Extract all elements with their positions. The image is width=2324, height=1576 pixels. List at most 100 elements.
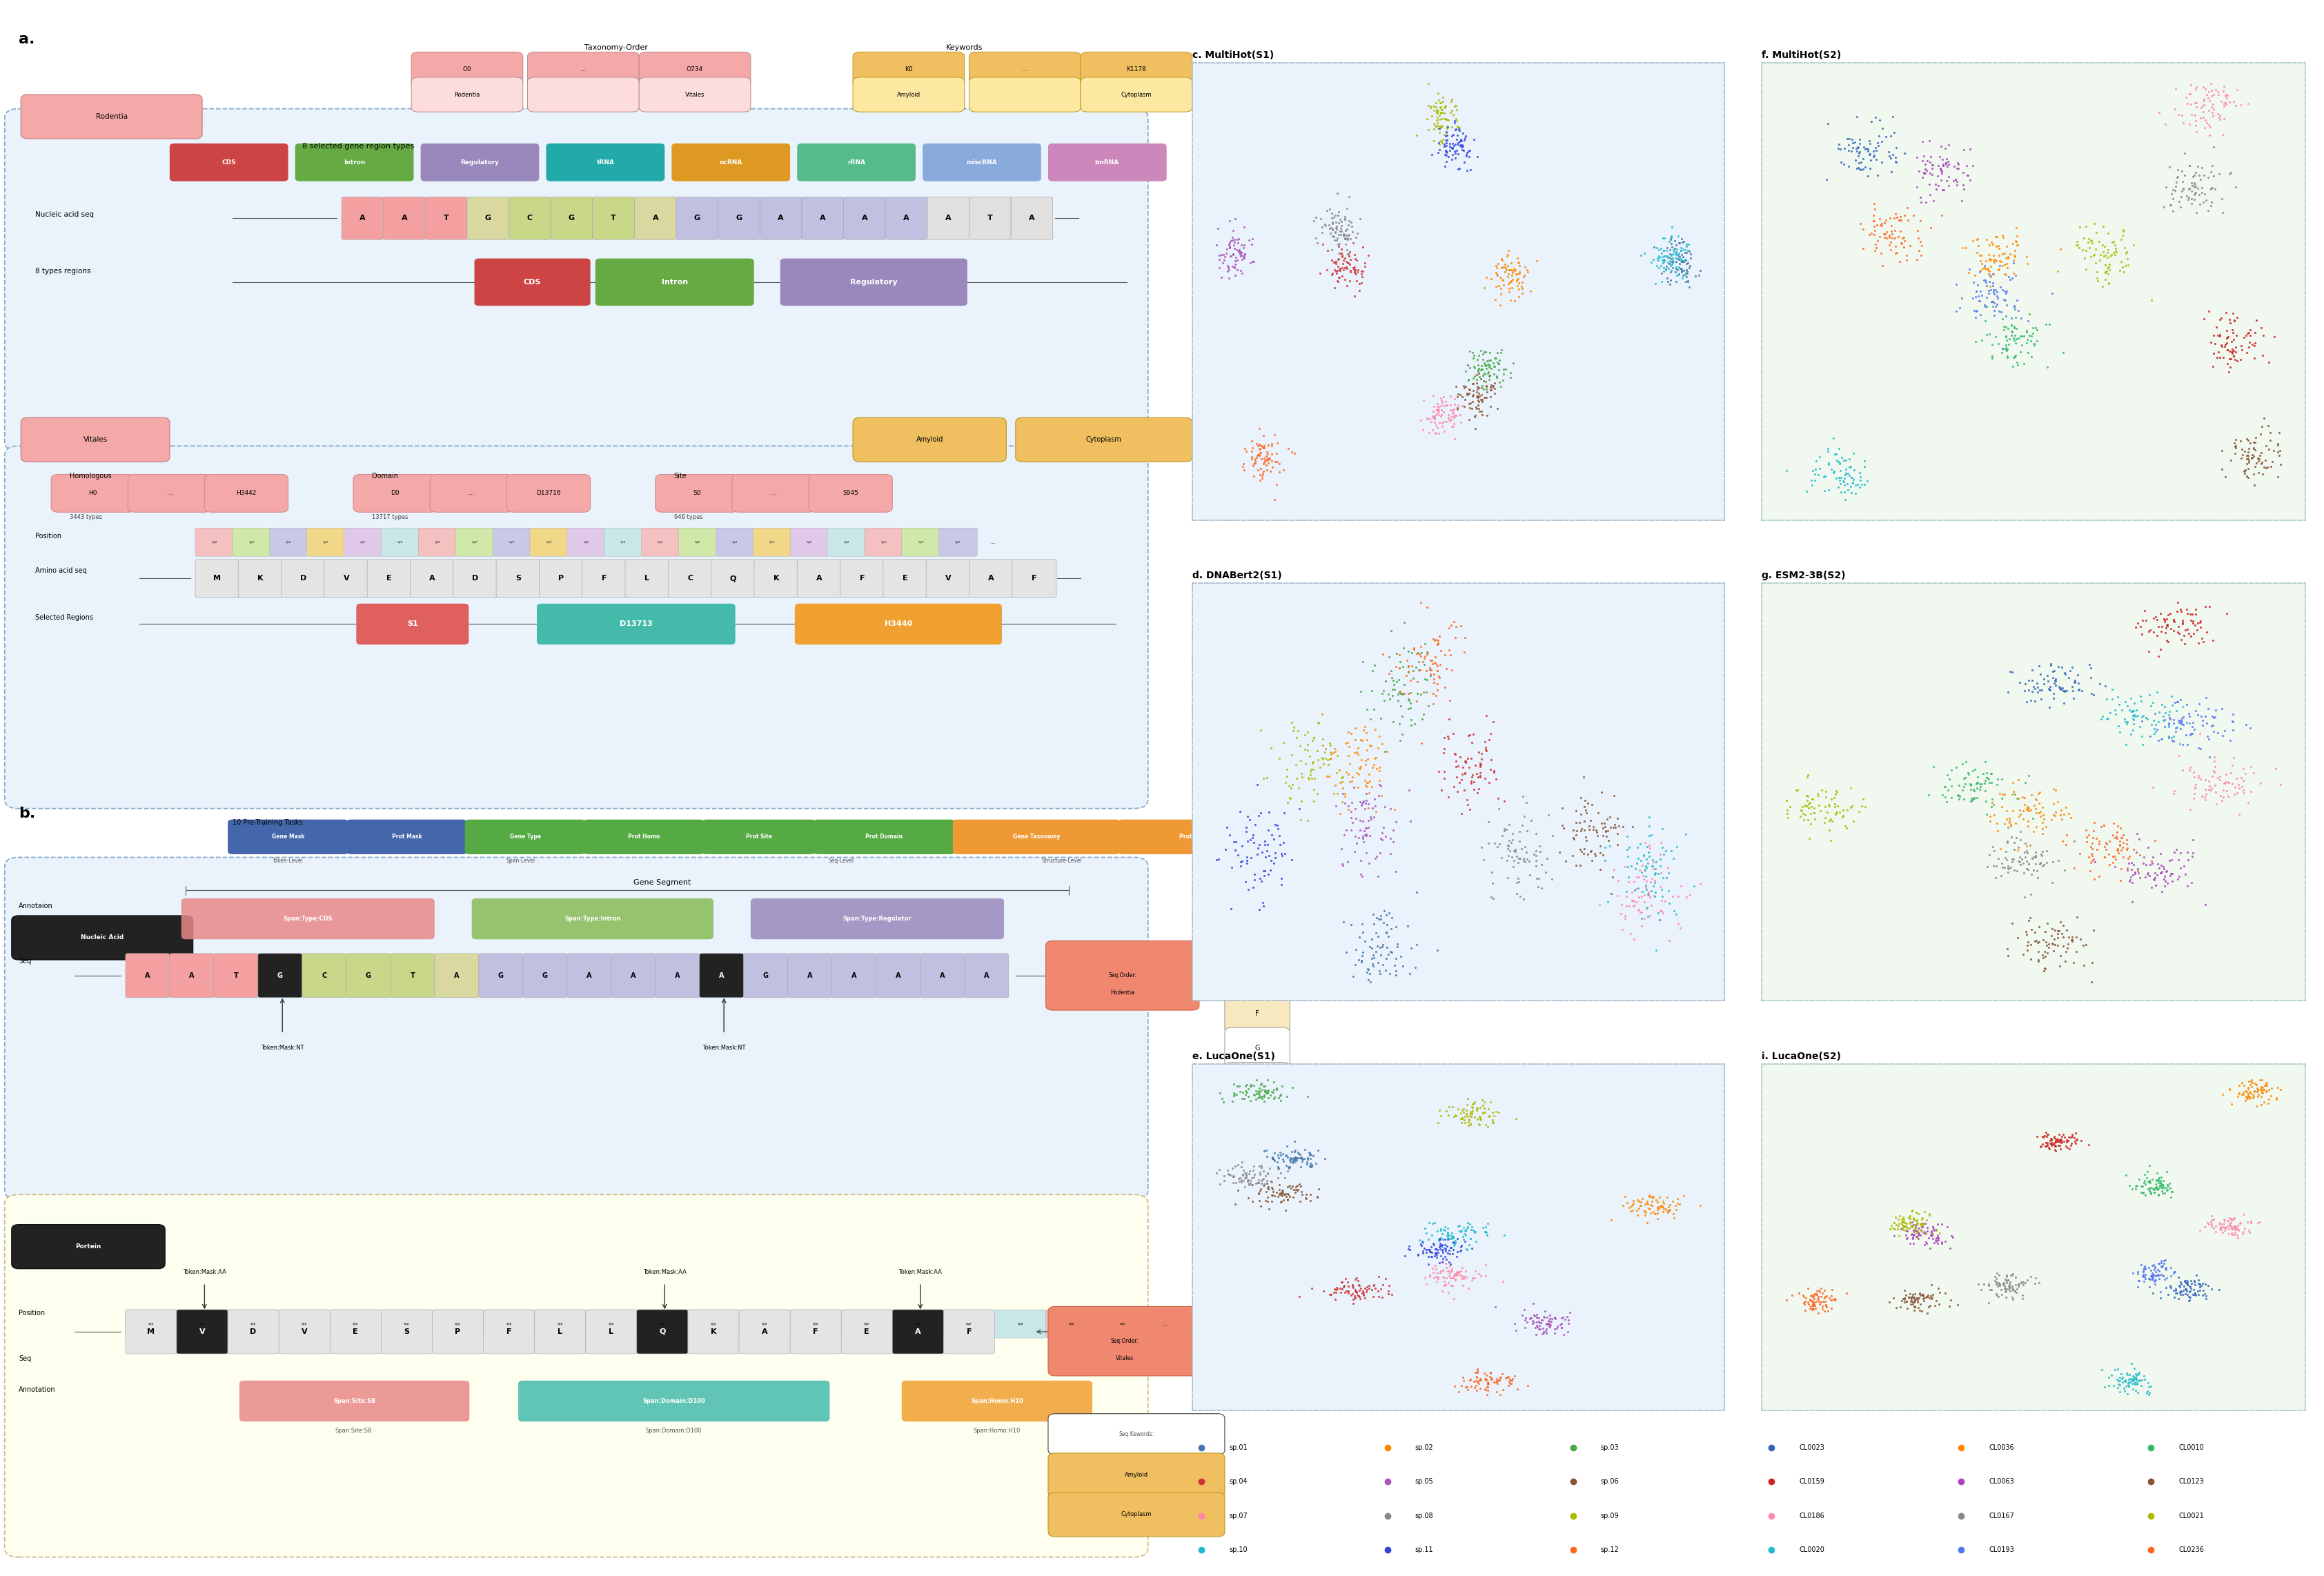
Point [1978, 772, 2015, 797]
Point [1413, 1243, 1450, 1269]
Point [2238, 307, 2275, 333]
Point [1894, 1281, 1931, 1307]
Point [2238, 1094, 2275, 1119]
Point [1318, 227, 1355, 252]
Point [1285, 1146, 1322, 1171]
Point [1404, 731, 1441, 756]
Point [1648, 257, 1685, 282]
Point [1994, 1261, 2031, 1286]
Point [2024, 671, 2061, 697]
Text: F: F [507, 1329, 511, 1335]
Point [1341, 206, 1378, 232]
Point [1975, 838, 2013, 864]
Point [1448, 1103, 1485, 1128]
Point [1464, 381, 1501, 407]
Point [2034, 870, 2071, 895]
Point [1483, 340, 1520, 366]
Point [1659, 246, 1697, 271]
Point [2154, 1179, 2192, 1204]
Point [1476, 353, 1513, 378]
Point [1246, 1173, 1283, 1198]
Point [2224, 1073, 2261, 1098]
Point [1471, 1360, 1508, 1385]
Point [1439, 1259, 1476, 1284]
Point [1274, 775, 1311, 801]
Point [2210, 310, 2247, 336]
Point [2089, 246, 2126, 271]
Point [1838, 156, 1875, 181]
Point [2222, 446, 2259, 471]
Point [1631, 884, 1669, 909]
Point [1315, 739, 1353, 764]
Point [1292, 1146, 1329, 1171]
Point [1360, 736, 1397, 761]
Point [2199, 101, 2236, 126]
Point [1459, 739, 1497, 764]
Point [2113, 864, 2150, 889]
Point [1446, 1097, 1483, 1122]
Point [1274, 709, 1311, 734]
Point [1422, 1232, 1459, 1258]
Point [1441, 1100, 1478, 1125]
Point [1462, 745, 1499, 771]
Point [1294, 208, 1332, 233]
Point [2173, 602, 2210, 627]
Point [1662, 238, 1699, 263]
Point [2212, 1214, 2250, 1239]
Point [1499, 865, 1536, 890]
Point [1206, 244, 1243, 269]
Point [1448, 1237, 1485, 1262]
Point [2180, 630, 2217, 656]
Point [2196, 749, 2233, 774]
Point [1441, 132, 1478, 158]
Point [2159, 846, 2196, 872]
Point [2154, 607, 2192, 632]
Point [1457, 1220, 1494, 1245]
Point [1996, 782, 2034, 807]
Point [1627, 241, 1664, 266]
Point [2168, 731, 2205, 756]
Point [1490, 243, 1527, 268]
Point [1334, 219, 1371, 244]
Point [1978, 1261, 2015, 1286]
Text: P: P [558, 575, 565, 582]
Point [1425, 131, 1462, 156]
Point [2136, 1267, 2173, 1292]
Point [1824, 797, 1862, 823]
Point [1862, 206, 1899, 232]
Point [2231, 1080, 2268, 1105]
Point [1655, 241, 1692, 266]
Point [1987, 1277, 2024, 1302]
Point [1234, 454, 1271, 479]
Point [1943, 285, 1980, 310]
Point [1966, 293, 2003, 318]
Point [1462, 760, 1499, 785]
Point [2217, 1214, 2254, 1239]
Point [2024, 816, 2061, 842]
Point [1611, 835, 1648, 860]
Point [1418, 645, 1455, 670]
Point [2024, 1124, 2061, 1149]
Text: xyz: xyz [1069, 1322, 1074, 1325]
Point [1292, 1188, 1329, 1214]
Point [1518, 1314, 1555, 1340]
Point [1325, 853, 1362, 878]
Text: S1: S1 [407, 621, 418, 627]
Point [1334, 790, 1371, 815]
Point [2008, 922, 2045, 947]
Point [2168, 1277, 2205, 1302]
Point [1971, 1291, 2008, 1316]
Point [1362, 840, 1399, 865]
Text: D: D [472, 575, 479, 582]
Point [1629, 905, 1666, 930]
Point [1269, 1187, 1306, 1212]
Point [1487, 1365, 1525, 1390]
Point [1652, 243, 1690, 268]
Point [1413, 1243, 1450, 1269]
Point [1961, 260, 1999, 285]
Point [1480, 1100, 1518, 1125]
Point [1425, 725, 1462, 750]
Text: C: C [1255, 941, 1260, 947]
Point [1446, 139, 1483, 164]
Point [2140, 1262, 2178, 1288]
